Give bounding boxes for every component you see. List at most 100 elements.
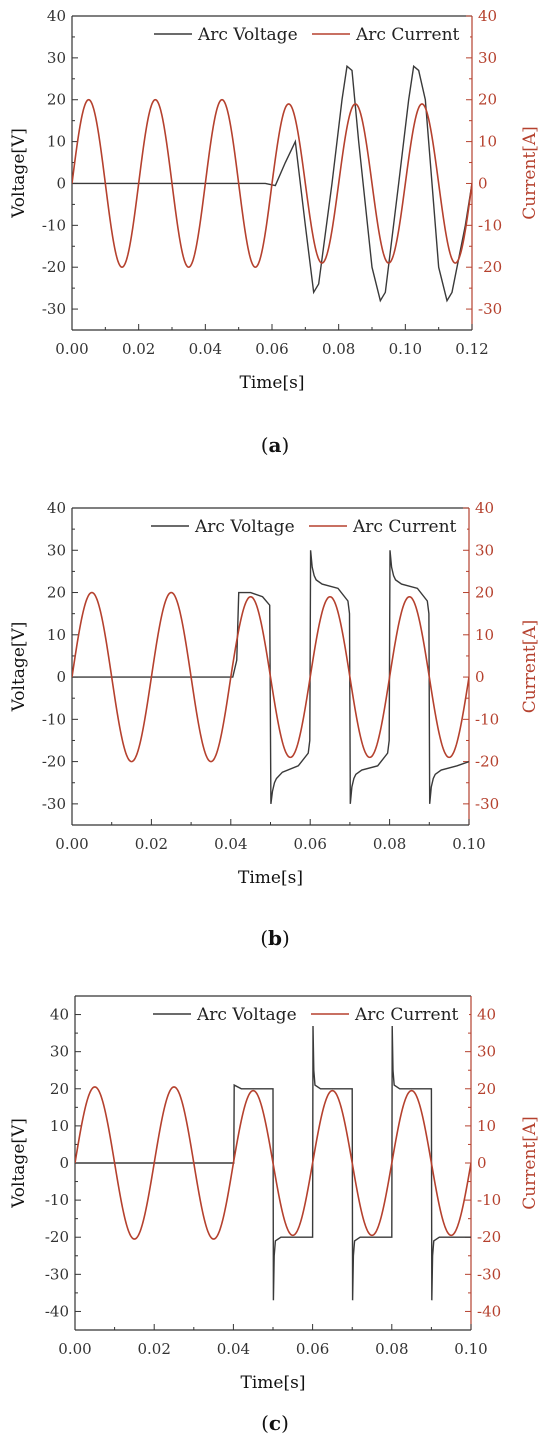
panel-letter: a <box>269 433 282 457</box>
panel-label: (c) <box>261 1411 289 1435</box>
y-left-tick-label: -20 <box>42 753 66 771</box>
x-tick-label: 0.00 <box>55 340 88 358</box>
y-right-tick-label: 30 <box>478 49 497 67</box>
chart-panel-a: 0.00 0.02 0.04 0.06 0.08 0.10 0.12 -30 -20 -10 0 10… <box>9 7 540 457</box>
y-right-tick-label: 0 <box>475 668 485 686</box>
y-left-tick-label: 30 <box>47 541 66 559</box>
y-left-axis-label: Voltage[V] <box>9 128 29 219</box>
y-right-tick-label: 10 <box>475 626 494 644</box>
y-left-tick-label: 10 <box>50 1117 69 1135</box>
x-axis-label: Time[s] <box>241 1373 306 1393</box>
y-right-tick-label: -10 <box>477 1191 501 1209</box>
y-left-tick-label: 30 <box>50 1043 69 1061</box>
y-right-axis-label: Current[A] <box>520 126 540 220</box>
y-right-tick-label: -30 <box>475 795 499 813</box>
legend-voltage-label: Arc Voltage <box>194 517 295 537</box>
legend-box <box>150 18 470 46</box>
y-left-tick-label: 10 <box>47 626 66 644</box>
y-right-tick-label: -10 <box>478 216 502 234</box>
series-arc-voltage <box>72 550 469 804</box>
y-right-tick-label: 20 <box>475 584 494 602</box>
y-left-tick-label: 40 <box>47 499 66 517</box>
y-left-axis-label: Voltage[V] <box>9 1118 29 1209</box>
x-tick-label: 0.00 <box>55 835 88 853</box>
y-left-tick-label: -10 <box>45 1191 69 1209</box>
x-tick-label: 0.12 <box>455 340 488 358</box>
x-tick-label: 0.06 <box>255 340 288 358</box>
y-right-tick-label: 40 <box>477 1006 496 1024</box>
y-left-tick-label: 40 <box>47 7 66 25</box>
y-right-axis-label: Current[A] <box>520 1116 540 1210</box>
y-right-tick-label: -20 <box>475 753 499 771</box>
x-tick-label: 0.08 <box>322 340 355 358</box>
y-right-tick-label: 30 <box>475 541 494 559</box>
legend: Arc Voltage Arc Current <box>149 998 469 1026</box>
y-right-tick-label: 0 <box>477 1154 487 1172</box>
y-left-tick-label: 20 <box>50 1080 69 1098</box>
legend-box <box>147 510 467 538</box>
y-right-tick-label: 40 <box>475 499 494 517</box>
y-right-axis-label: Current[A] <box>520 620 540 714</box>
y-left-tick-label: 40 <box>50 1006 69 1024</box>
legend: Arc Voltage Arc Current <box>147 510 467 538</box>
y-right-tick-label: -20 <box>478 258 502 276</box>
y-right-tick-label: -30 <box>477 1265 501 1283</box>
y-left-tick-label: -30 <box>45 1265 69 1283</box>
chart-panel-c: 0.00 0.02 0.04 0.06 0.08 0.10 -40 -30 -20 -10 0 10 2… <box>9 995 540 1435</box>
x-tick-label: 0.10 <box>452 835 485 853</box>
y-left-tick-label: -20 <box>45 1228 69 1246</box>
y-right-tick-label: -40 <box>477 1302 501 1320</box>
x-tick-label: 0.04 <box>217 1340 250 1358</box>
x-axis-label: Time[s] <box>240 373 305 393</box>
legend-current-label: Arc Current <box>354 1005 459 1025</box>
panel-label: (a) <box>261 433 290 457</box>
y-left-tick-label: 30 <box>47 49 66 67</box>
y-left-tick-label: -40 <box>45 1302 69 1320</box>
y-left-axis-label: Voltage[V] <box>9 622 29 713</box>
x-tick-label: 0.04 <box>214 835 247 853</box>
y-right-tick-label: 0 <box>478 174 488 192</box>
legend-current-label: Arc Current <box>355 25 460 45</box>
legend: Arc Voltage Arc Current <box>150 18 470 46</box>
y-left-tick-label: -30 <box>42 300 66 318</box>
y-left-tick-label: 20 <box>47 584 66 602</box>
panel-label: (b) <box>260 926 290 950</box>
legend-voltage-label: Arc Voltage <box>196 1005 297 1025</box>
y-right-tick-label: -30 <box>478 300 502 318</box>
y-right-tick-label: 10 <box>477 1117 496 1135</box>
x-tick-label: 0.06 <box>293 835 326 853</box>
y-right-tick-label: 40 <box>478 7 497 25</box>
y-left-tick-label: -10 <box>42 216 66 234</box>
y-right-tick-label: 10 <box>478 133 497 151</box>
x-tick-label: 0.00 <box>58 1340 91 1358</box>
y-left-tick-label: 0 <box>56 668 66 686</box>
panel-letter: b <box>268 926 282 950</box>
series-arc-voltage <box>75 1025 471 1301</box>
chart-panel-b: 0.00 0.02 0.04 0.06 0.08 0.10 -30 -20 -10 0 10 20 30… <box>9 499 540 950</box>
x-tick-label: 0.08 <box>375 1340 408 1358</box>
series-arc-current <box>72 98 472 269</box>
y-left-tick-label: -20 <box>42 258 66 276</box>
x-tick-label: 0.08 <box>373 835 406 853</box>
y-left-tick-label: 20 <box>47 91 66 109</box>
y-left-tick-label: 0 <box>56 174 66 192</box>
legend-voltage-label: Arc Voltage <box>197 25 298 45</box>
y-right-tick-label: -10 <box>475 710 499 728</box>
series-arc-voltage <box>72 64 472 303</box>
series-arc-current <box>72 591 469 763</box>
y-left-tick-label: -10 <box>42 710 66 728</box>
legend-current-label: Arc Current <box>352 517 457 537</box>
y-right-tick-label: 20 <box>478 91 497 109</box>
y-right-tick-label: -20 <box>477 1228 501 1246</box>
x-tick-label: 0.06 <box>296 1340 329 1358</box>
y-left-tick-label: -30 <box>42 795 66 813</box>
y-left-tick-label: 10 <box>47 133 66 151</box>
series-arc-current <box>75 1086 471 1240</box>
y-right-tick-label: 30 <box>477 1043 496 1061</box>
y-left-tick-label: 0 <box>59 1154 69 1172</box>
legend-box <box>149 998 469 1026</box>
panel-letter: c <box>269 1411 281 1435</box>
x-tick-label: 0.10 <box>389 340 422 358</box>
y-right-tick-label: 20 <box>477 1080 496 1098</box>
